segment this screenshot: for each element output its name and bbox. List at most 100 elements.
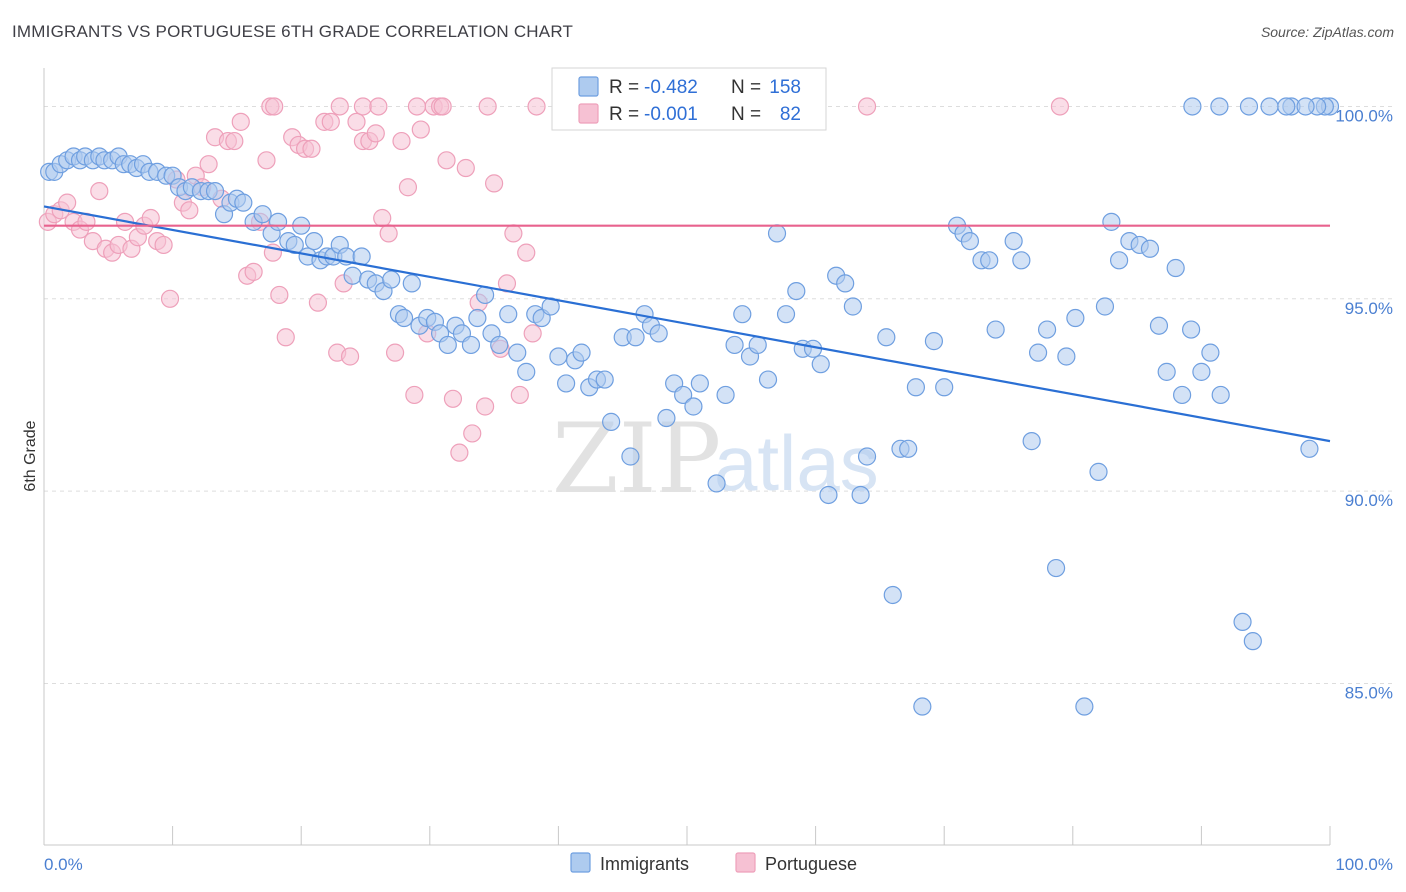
portuguese-point [90,181,109,201]
immigrants-point [787,281,806,301]
immigrants-point [877,328,896,347]
portuguese-point [443,389,463,408]
portuguese-point [411,120,430,139]
portuguese-point [437,151,456,170]
stats-n-value-immigrants: 158 [769,77,801,98]
portuguese-point [154,235,173,255]
immigrants-point [490,335,509,355]
y-tick-label: 95.0% [1345,299,1393,318]
immigrants-point [1300,439,1319,458]
stats-n-value-portuguese: 82 [780,104,801,125]
x-tick-label-max: 100.0% [1335,855,1393,874]
immigrants-point [1173,385,1192,405]
immigrants-point [857,447,877,466]
immigrants-point [1210,97,1229,116]
x-tick-label-min: 0.0% [44,855,83,874]
portuguese-point [321,112,340,131]
immigrants-point [851,485,870,505]
portuguese-point [857,97,877,116]
trend-lines [43,205,1331,443]
portuguese-point [276,328,295,347]
portuguese-point [330,97,349,116]
immigrants-point [776,305,796,324]
immigrants-point [304,231,324,251]
portuguese-point [373,208,392,228]
watermark-atlas: atlas [714,419,879,507]
immigrants-point [748,335,767,355]
immigrants-point [268,212,288,231]
y-tick-label: 100.0% [1335,106,1393,125]
immigrants-point [819,485,838,505]
immigrants-point [843,297,862,316]
immigrants-point [1066,308,1085,328]
immigrants-point [707,474,726,493]
immigrants-points [40,97,1340,716]
immigrants-point [343,266,362,285]
immigrants-point [285,235,304,255]
portuguese-point [392,131,411,151]
portuguese-point [366,124,385,143]
immigrants-point [836,274,855,293]
source-label: Source: ZipAtlas.com [1260,24,1394,40]
x-tick-labels: 0.0% 100.0% [44,855,1393,874]
legend-label-portuguese: Portuguese [765,854,857,874]
immigrants-point [621,447,640,466]
immigrants-point [1089,462,1108,481]
immigrants-point [960,231,980,251]
immigrants-point [205,181,225,201]
immigrants-point [572,343,591,362]
immigrants-point [1075,697,1094,716]
portuguese-point [347,112,366,131]
portuguese-point [270,285,289,305]
immigrants-point [499,305,518,324]
portuguese-point [340,347,360,366]
immigrants-point [253,205,272,224]
watermark: ZIP atlas [552,403,879,515]
stats-swatch-portuguese [578,103,599,124]
portuguese-point [407,97,427,116]
stats-n-label-portuguese: N = [731,104,761,125]
immigrants-point [1057,347,1076,366]
stats-r-value-portuguese: -0.001 [644,104,698,125]
immigrants-point [986,320,1005,339]
immigrants-point [690,374,709,393]
immigrants-point [382,270,401,289]
legend: Immigrants Portuguese [570,852,857,874]
y-tick-labels: 100.0% 95.0% 90.0% 85.0% [1335,106,1393,702]
portuguese-point [450,443,469,462]
portuguese-point [199,155,218,174]
stats-n-label-immigrants: N = [731,77,761,98]
legend-swatch-portuguese [735,852,756,873]
immigrants-point [595,370,614,389]
immigrants-point [811,355,830,374]
immigrants-point [1140,239,1160,258]
immigrants-point [394,308,414,328]
portuguese-point [504,224,523,243]
immigrants-point [716,385,735,405]
immigrants-point [883,585,902,605]
immigrants-point [549,347,568,366]
immigrants-point [767,224,787,243]
portuguese-point [265,97,284,116]
immigrants-point [1243,632,1262,651]
portuguese-point [353,97,373,116]
portuguese-point [478,97,497,116]
portuguese-point [160,289,180,308]
immigrants-point [1022,432,1041,451]
portuguese-point [405,385,424,405]
immigrants-point [468,308,487,328]
immigrants-point [1211,385,1230,405]
stats-r-value-immigrants: -0.482 [644,77,698,98]
portuguese-point [308,293,328,312]
immigrants-point [733,305,752,324]
portuguese-point [475,397,495,416]
y-tick-label: 85.0% [1345,683,1393,702]
portuguese-point [523,324,542,343]
portuguese-point [1050,97,1070,116]
portuguese-point [302,139,321,158]
stats-swatch-immigrants [578,76,599,97]
immigrants-point [234,193,253,212]
y-axis-label: 6th Grade [22,420,39,491]
portuguese-point [257,151,276,170]
immigrants-point [913,697,932,716]
